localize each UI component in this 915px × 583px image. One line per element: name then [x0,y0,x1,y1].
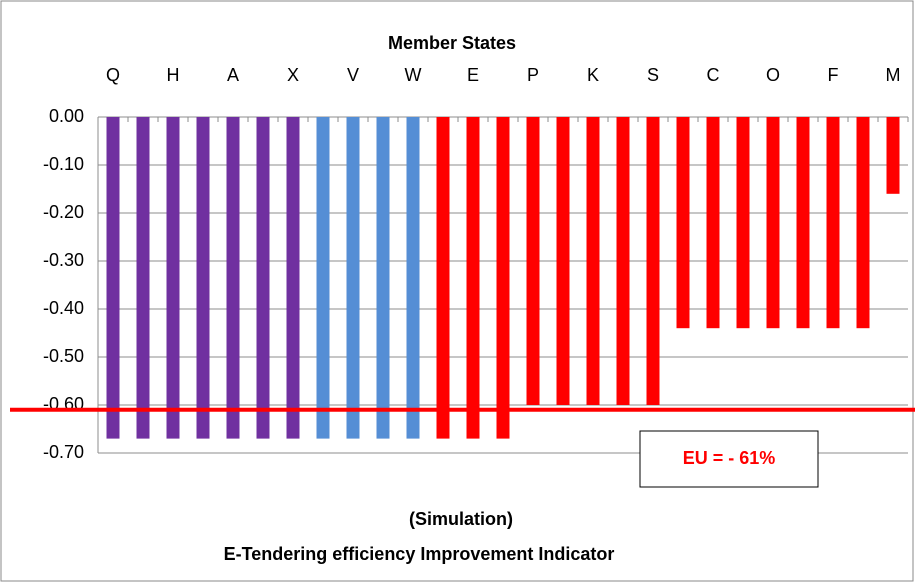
bar [676,117,690,329]
caption: E-Tendering efficiency Improvement Indic… [224,544,615,564]
bar [526,117,540,405]
bar [196,117,210,439]
y-tick-label: -0.70 [43,442,84,462]
bar [226,117,240,439]
bar [736,117,750,329]
bar [286,117,300,439]
bar [766,117,780,329]
x-tick-label: W [405,65,422,85]
annotation-label: EU = - 61% [683,448,776,468]
bar [706,117,720,329]
x-tick-label: P [527,65,539,85]
bar [556,117,570,405]
y-tick-label: -0.20 [43,202,84,222]
x-tick-label: A [227,65,239,85]
bar [856,117,870,329]
bar [406,117,420,439]
bar [826,117,840,329]
bar [106,117,120,439]
bar [496,117,510,439]
x-tick-label: M [886,65,901,85]
x-tick-label: O [766,65,780,85]
x-tick-label: K [587,65,599,85]
bar [136,117,150,439]
x-tick-label: C [707,65,720,85]
bar [436,117,450,439]
y-tick-label: -0.40 [43,298,84,318]
x-tick-label: Q [106,65,120,85]
x-tick-label: H [167,65,180,85]
bar [256,117,270,439]
bar [346,117,360,439]
x-tick-label: F [828,65,839,85]
x-tick-label: V [347,65,359,85]
bar [886,117,900,194]
bar [166,117,180,439]
bar [586,117,600,405]
x-tick-label: S [647,65,659,85]
y-tick-label: -0.10 [43,154,84,174]
bar [796,117,810,329]
y-tick-label: -0.50 [43,346,84,366]
subtitle: (Simulation) [409,509,513,529]
axis-title: Member States [388,33,516,53]
bar [316,117,330,439]
bar [616,117,630,405]
x-tick-label: E [467,65,479,85]
bar [646,117,660,405]
bar [376,117,390,439]
y-tick-label: -0.30 [43,250,84,270]
bar [466,117,480,439]
x-tick-label: X [287,65,299,85]
y-tick-label: 0.00 [49,106,84,126]
annotation-box [639,430,819,488]
